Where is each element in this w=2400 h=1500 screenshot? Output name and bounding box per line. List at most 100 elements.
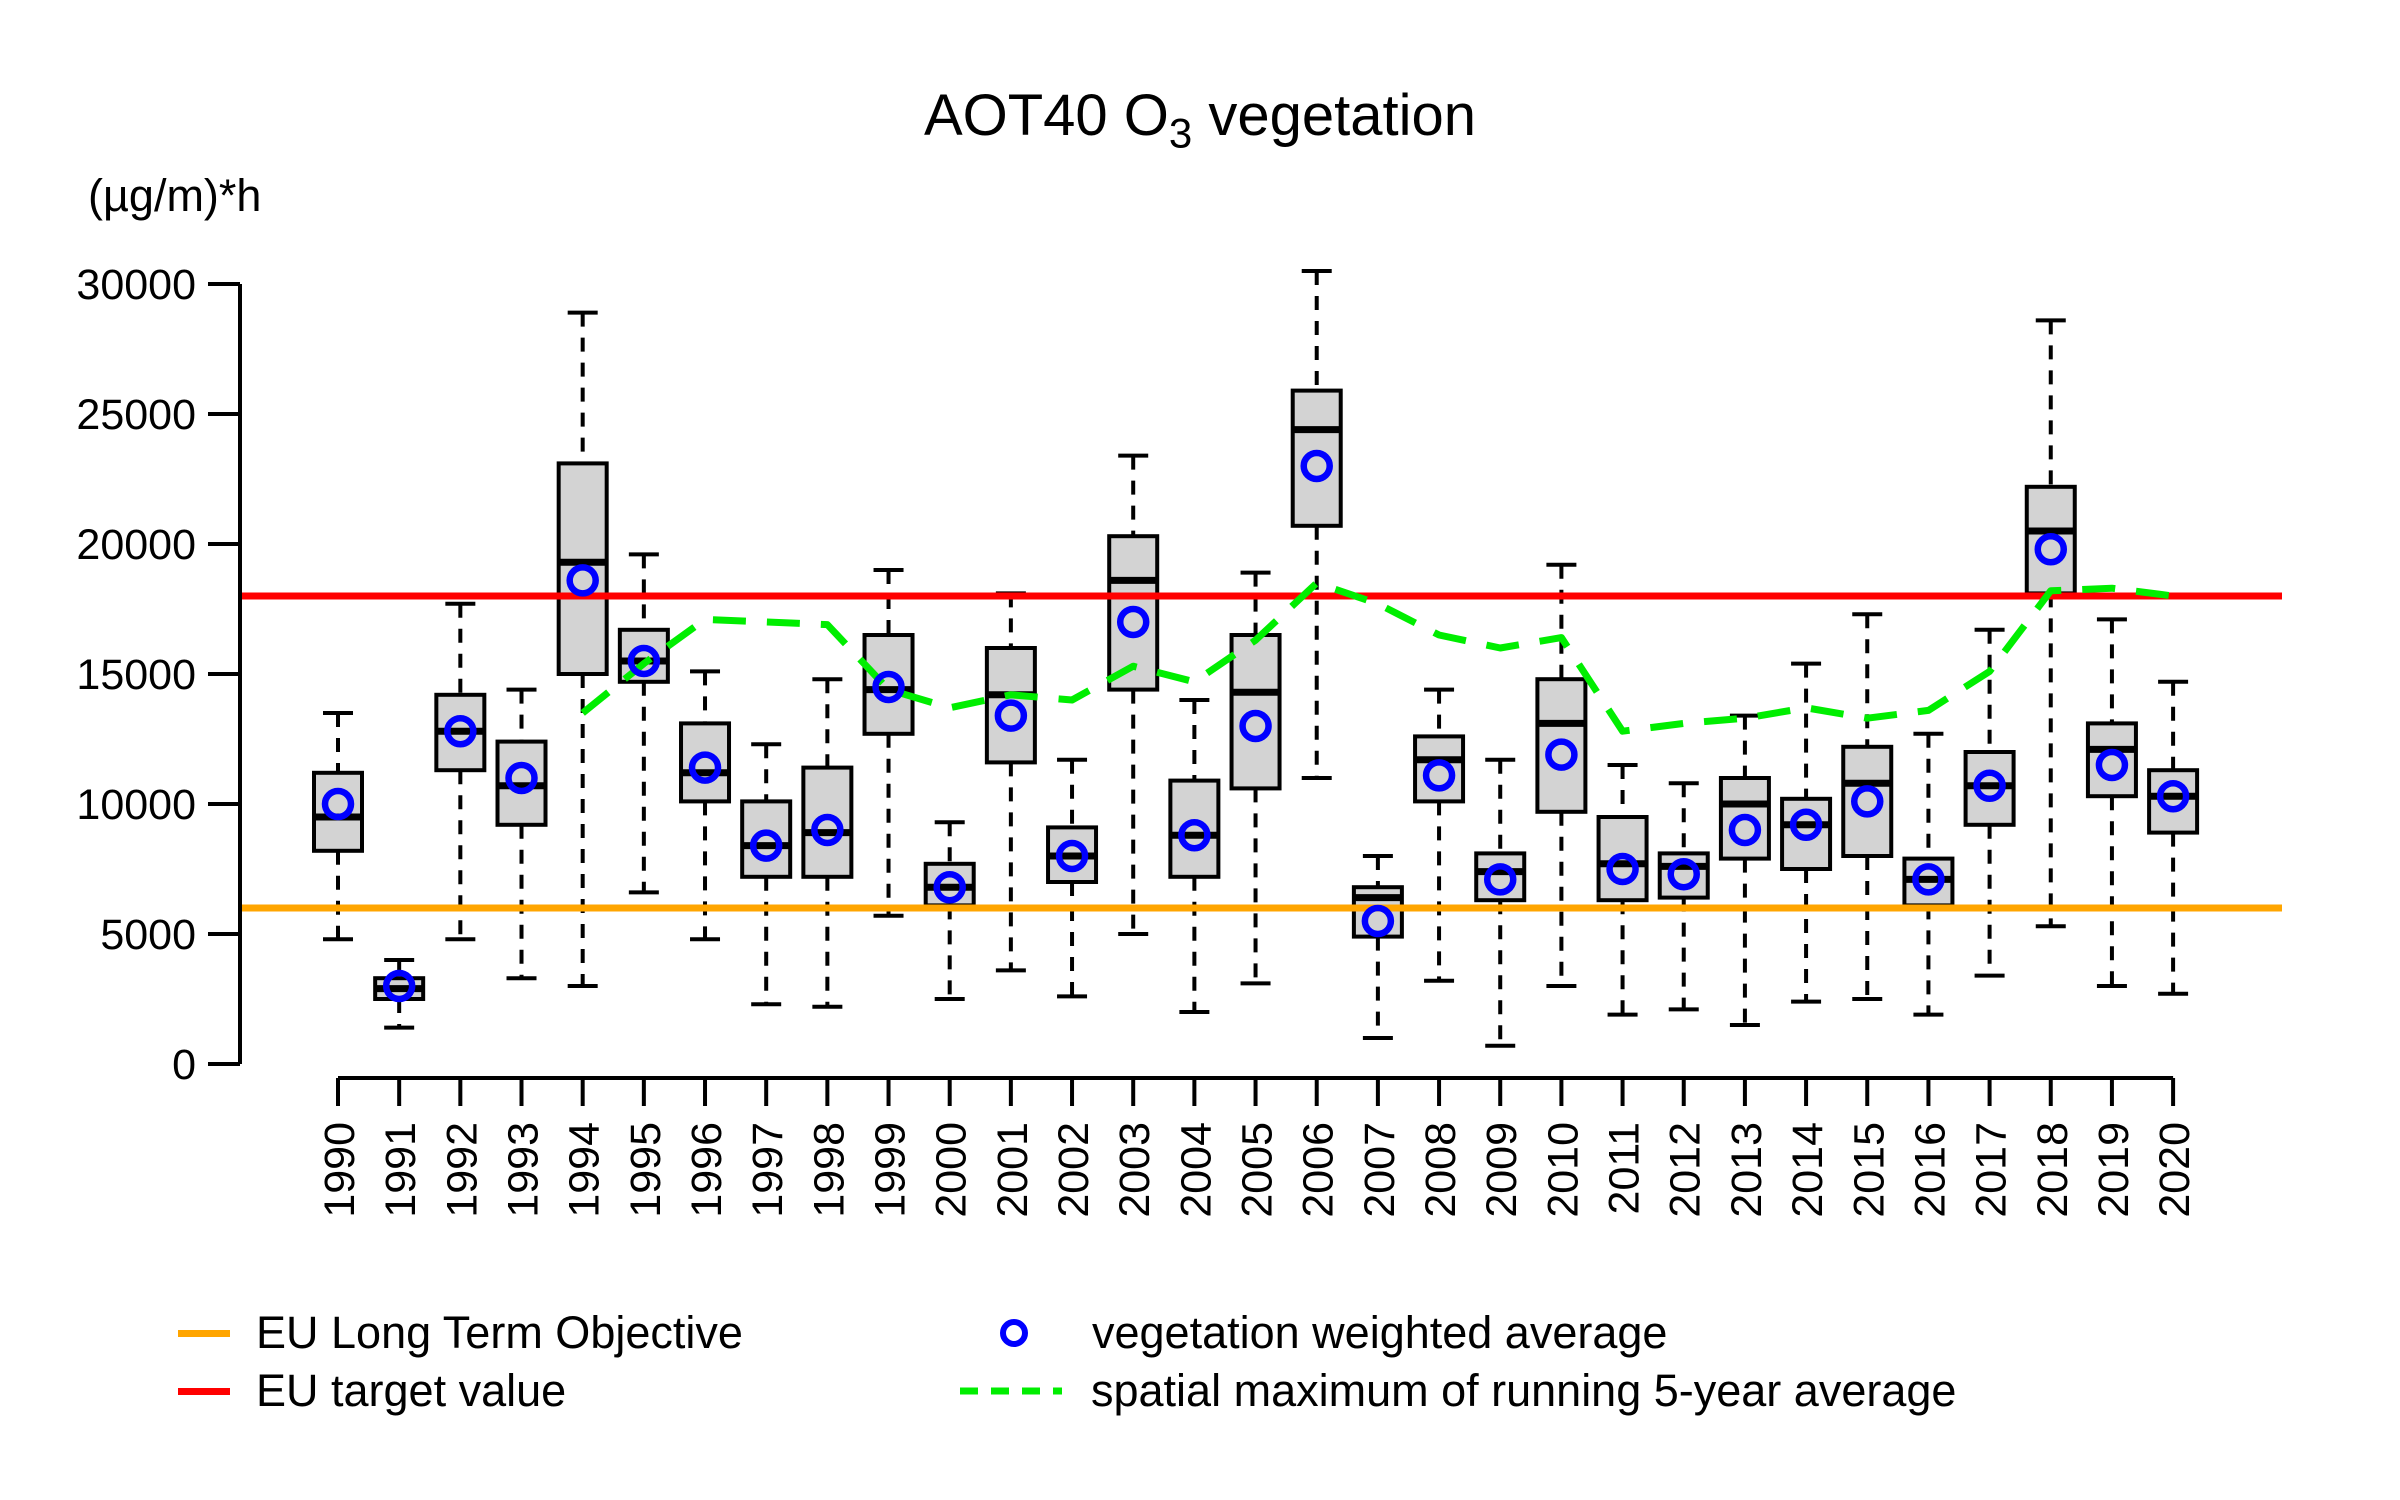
x-axis: 1990 1991 1992 1993 1994 1995 1996 1997 1998 1999… <box>316 1076 2199 1218</box>
boxplot-2001 <box>984 591 1037 973</box>
boxplot-1997 <box>740 742 793 1007</box>
mean-marker-2017 <box>1973 769 2006 803</box>
legend-item-running-average: spatial maximum of running 5-year averag… <box>958 1365 1956 1416</box>
y-tick-label: 10000 <box>76 781 196 829</box>
boxplot-2006 <box>1290 269 1343 780</box>
x-tick-label: 1998 <box>805 1122 853 1218</box>
x-tick-label: 2017 <box>1968 1122 2016 1218</box>
legend-item-weighted-average: vegetation weighted average <box>1000 1307 1668 1358</box>
boxplot-2005 <box>1229 570 1282 986</box>
mean-marker-2004 <box>1178 818 1211 852</box>
mean-marker-2003 <box>1116 605 1150 639</box>
legend-label-lto: EU Long Term Objective <box>256 1307 743 1358</box>
boxplot-2011 <box>1596 763 1649 1017</box>
boxplot-2008 <box>1413 687 1466 983</box>
mean-marker-1993 <box>505 761 538 795</box>
green-trend-line <box>580 579 2174 735</box>
x-tick-label: 2019 <box>2090 1122 2138 1218</box>
mean-marker-2008 <box>1422 759 1456 792</box>
boxplot-1996 <box>679 669 732 942</box>
x-tick-label: 1992 <box>438 1122 486 1218</box>
x-tick-label: 2011 <box>1601 1122 1649 1214</box>
mean-marker-1995 <box>627 644 661 678</box>
mean-marker-1997 <box>749 829 783 862</box>
x-tick-label: 2013 <box>1723 1122 1771 1218</box>
y-tick-label: 25000 <box>76 391 196 439</box>
mean-marker-2019 <box>2095 748 2129 782</box>
blue-circle-swatch-icon <box>1000 1319 1028 1347</box>
iqr-box <box>2147 768 2200 835</box>
x-tick-label: 2018 <box>2029 1122 2077 1218</box>
mean-marker-1994 <box>566 564 599 597</box>
boxplot-2014 <box>1780 661 1833 1004</box>
mean-marker-1999 <box>872 670 905 704</box>
mean-marker-2001 <box>994 699 1028 732</box>
mean-marker-2000 <box>933 870 966 904</box>
mean-marker-2007 <box>1361 904 1395 938</box>
y-axis-unit-label: (µg/m)*h <box>88 170 262 221</box>
chart-title-text: AOT40 O <box>923 83 1169 148</box>
x-tick-label: 1996 <box>683 1122 731 1218</box>
x-tick-label: 2016 <box>1906 1122 1954 1218</box>
orange-line-swatch-icon <box>178 1329 230 1337</box>
x-tick-label: 2008 <box>1417 1122 1465 1218</box>
boxplot-1998 <box>801 677 854 1009</box>
legend-label-weighted-average: vegetation weighted average <box>1092 1307 1668 1358</box>
boxplot-2007 <box>1351 854 1404 1040</box>
iqr-box <box>801 765 854 879</box>
boxplot-2020 <box>2147 679 2200 996</box>
mean-marker-2013 <box>1728 813 1762 847</box>
boxplots-group <box>312 269 2200 1048</box>
x-tick-label: 2014 <box>1784 1122 1832 1218</box>
boxplot-1994 <box>556 310 609 988</box>
boxplot-2002 <box>1046 757 1099 999</box>
iqr-box <box>2024 484 2077 596</box>
x-tick-label: 1993 <box>500 1122 548 1218</box>
mean-marker-2002 <box>1055 839 1089 873</box>
y-tick-label: 5000 <box>100 911 196 959</box>
green-dashed-swatch-icon <box>960 1387 1062 1395</box>
iqr-box <box>679 721 732 804</box>
mean-marker-1991 <box>382 969 416 1003</box>
iqr-box <box>1413 734 1466 804</box>
legend-item-lto: EU Long Term Objective <box>178 1307 743 1358</box>
x-tick-label: 1990 <box>316 1122 364 1218</box>
mean-marker-1998 <box>811 813 844 847</box>
legend-item-target: EU target value <box>178 1365 567 1416</box>
boxplot-2004 <box>1168 698 1221 1014</box>
chart-title-suffix: vegetation <box>1192 83 1477 148</box>
boxplot-2016 <box>1902 731 1955 1017</box>
mean-marker-2009 <box>1483 863 1517 896</box>
iqr-box <box>1290 388 1343 528</box>
x-tick-label: 2000 <box>928 1122 976 1218</box>
iqr-box <box>1841 744 1894 858</box>
x-tick-label: 2007 <box>1356 1122 1404 1218</box>
boxplot-2003 <box>1107 453 1160 936</box>
mean-marker-1990 <box>321 787 355 821</box>
x-tick-label: 2015 <box>1845 1122 1893 1218</box>
mean-marker-2015 <box>1851 785 1884 818</box>
mean-markers-group <box>321 449 2190 1003</box>
legend-label-target: EU target value <box>256 1365 567 1416</box>
iqr-box <box>1168 778 1221 879</box>
x-tick-label: 2004 <box>1172 1122 1220 1218</box>
mean-marker-2012 <box>1667 857 1700 891</box>
mean-marker-2016 <box>1912 863 1945 896</box>
iqr-box <box>2085 721 2138 799</box>
y-tick-label: 20000 <box>76 521 196 569</box>
x-tick-label: 2002 <box>1050 1122 1098 1218</box>
mean-marker-1996 <box>688 751 722 784</box>
boxplot-2019 <box>2085 617 2138 988</box>
x-tick-label: 2003 <box>1111 1122 1159 1218</box>
x-tick-label: 1995 <box>622 1122 670 1218</box>
boxplot-1992 <box>434 601 487 942</box>
x-tick-label: 2010 <box>1539 1122 1587 1218</box>
boxplot-2015 <box>1841 612 1894 1001</box>
boxplot-1995 <box>617 552 670 895</box>
chart-title-subscript: 3 <box>1168 109 1193 157</box>
mean-marker-2006 <box>1300 449 1333 483</box>
green-trend-group <box>580 579 2174 735</box>
mean-marker-2011 <box>1606 852 1639 886</box>
x-tick-label: 2006 <box>1295 1122 1343 1218</box>
y-tick-label: 15000 <box>76 651 196 699</box>
